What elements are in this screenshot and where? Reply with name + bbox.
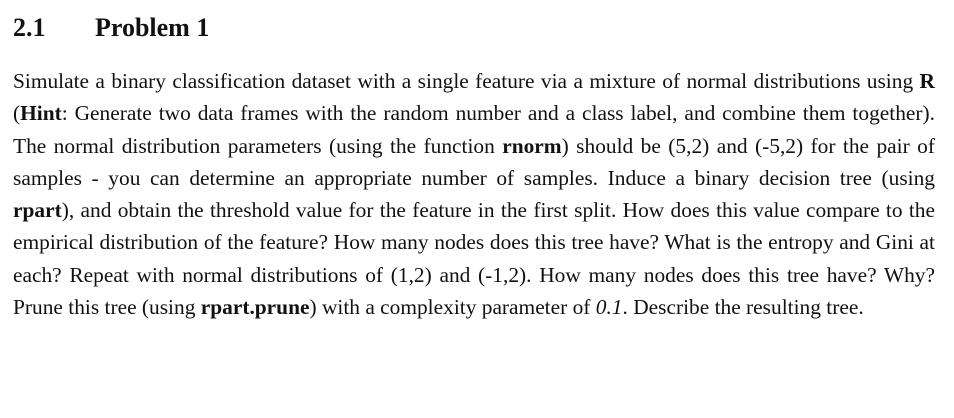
rpart-bold-term: rpart: [13, 198, 62, 223]
paragraph-text: : Generate two data frames with the rand…: [13, 101, 935, 158]
paragraph-text: Simulate a binary classification dataset…: [13, 69, 920, 93]
section-title: Problem 1: [95, 13, 210, 42]
paragraph-text: ) should be (5,2) and (-5,2) for the pai…: [13, 133, 935, 190]
section-heading: 2.1 Problem 1: [13, 6, 938, 50]
rnorm-bold-term: rnorm: [502, 133, 562, 158]
paragraph-text: (: [13, 101, 21, 126]
complexity-value: 0.1: [595, 295, 623, 320]
rpart-prune-bold-term: rpart.prune: [200, 295, 310, 320]
problem-paragraph: Simulate a binary classification dataset…: [13, 65, 935, 323]
paragraph-text: ) with a complexity parameter of: [309, 295, 596, 320]
paragraph-text: . Describe the resulting tree.: [622, 295, 864, 320]
r-bold-term: R: [919, 69, 935, 93]
paragraph-text: ), and obtain the threshold value for th…: [13, 198, 935, 320]
section-number: 2.1: [13, 13, 46, 42]
hint-bold-term: Hint: [20, 101, 62, 126]
